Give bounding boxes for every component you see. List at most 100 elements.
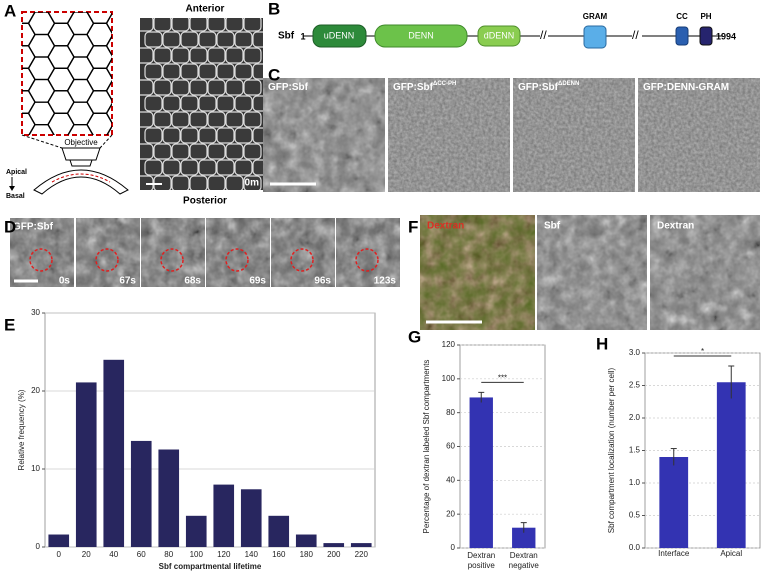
- label-text: GFP:DENN-GRAM: [643, 82, 729, 93]
- cell: [180, 95, 199, 112]
- bar: [295, 534, 317, 547]
- cell: [225, 79, 244, 96]
- significance-label: ***: [498, 373, 507, 382]
- end-label: 1994: [716, 31, 736, 41]
- start-label: 1: [300, 31, 305, 41]
- bar: [48, 534, 70, 547]
- cell: [144, 159, 163, 176]
- cell: [171, 18, 190, 32]
- hexagon: [105, 34, 112, 57]
- y-axis-label: Percentage of dextran labeled Sbf compar…: [422, 360, 431, 534]
- cell: [140, 79, 154, 96]
- cell: [252, 159, 263, 176]
- bar: [512, 527, 536, 548]
- cell: [189, 111, 208, 128]
- x-tick-label: 120: [217, 550, 231, 559]
- cell: [189, 175, 208, 190]
- cell: [153, 79, 172, 96]
- cell: [140, 143, 154, 160]
- cell: [140, 111, 154, 128]
- bar: [268, 515, 290, 547]
- break: //: [540, 28, 547, 42]
- image-label: Dextran: [427, 221, 464, 232]
- panel-label: F: [408, 217, 418, 236]
- cell: [171, 111, 190, 128]
- bar: [103, 359, 125, 547]
- panel-label: H: [596, 334, 608, 353]
- cell: [216, 31, 235, 48]
- y-tick-label: 2.0: [629, 413, 641, 422]
- domain-label: GRAM: [583, 12, 608, 21]
- cell: [198, 95, 217, 112]
- domain: [477, 25, 521, 47]
- image-texture: [537, 215, 647, 330]
- cell: [252, 31, 263, 48]
- cell: [153, 143, 172, 160]
- x-tick-label: 60: [137, 550, 146, 559]
- imaged-region: [51, 173, 111, 183]
- y-tick-label: 1.5: [629, 446, 641, 455]
- cell: [198, 63, 217, 80]
- cell: [144, 31, 163, 48]
- x-axis-label: Sbf compartmental lifetime: [159, 562, 262, 571]
- cell: [140, 47, 154, 64]
- cell: [162, 159, 181, 176]
- x-tick-label: 140: [245, 550, 259, 559]
- cell: [198, 127, 217, 144]
- cell: [234, 63, 253, 80]
- label-text: GFP:Sbf: [518, 82, 559, 93]
- cell: [225, 175, 244, 190]
- cell: [243, 143, 262, 160]
- hexagon: [105, 12, 112, 35]
- panel-label: B: [268, 0, 280, 18]
- image-texture: [336, 218, 400, 287]
- image-texture: [76, 218, 140, 287]
- y-tick-label: 0.0: [629, 543, 641, 552]
- image-texture: [650, 215, 760, 330]
- bar: [130, 440, 152, 547]
- tracking-circle: [160, 248, 184, 272]
- cell: [162, 127, 181, 144]
- cell: [207, 143, 226, 160]
- image-label: GFP:SbfΔDENN: [518, 81, 579, 93]
- cell: [216, 63, 235, 80]
- cell: [216, 95, 235, 112]
- image-label: GFP:DENN-GRAM: [643, 82, 729, 93]
- cell-outlines: [140, 18, 263, 190]
- cell: [189, 143, 208, 160]
- x-tick-label: 40: [109, 550, 118, 559]
- cell: [144, 63, 163, 80]
- objective: [61, 147, 101, 167]
- cell: [171, 47, 190, 64]
- cell: [252, 95, 263, 112]
- cell: [207, 18, 226, 32]
- time-label: 96s: [314, 276, 331, 287]
- cell: [207, 47, 226, 64]
- bar: [659, 457, 689, 548]
- micrographs: GFP:Sbf GFP:SbfΔCC-PH GFP:SbfΔDENN GFP:DENN…: [10, 78, 760, 330]
- cell: [234, 127, 253, 144]
- hexagon: [105, 79, 112, 102]
- x-tick-label: 200: [327, 550, 341, 559]
- y-tick-label: 0: [451, 543, 456, 552]
- y-axis-label: Sbf compartment localization (number per…: [607, 367, 616, 533]
- bar: [185, 515, 207, 547]
- time-label: 67s: [119, 276, 136, 287]
- cell: [198, 159, 217, 176]
- domain: [699, 26, 713, 46]
- cell: [252, 63, 263, 80]
- x-tick-label: 220: [355, 550, 369, 559]
- zoom-line: [21, 134, 63, 149]
- cell: [225, 111, 244, 128]
- overlay: [420, 215, 535, 330]
- cell: [162, 63, 181, 80]
- cell: [153, 18, 172, 32]
- x-tick-label: 80: [164, 550, 173, 559]
- image-texture: [206, 218, 270, 287]
- cell: [216, 127, 235, 144]
- cell: [243, 175, 262, 190]
- cell: [189, 18, 208, 32]
- y-axis-label: Relative frequency (%): [17, 389, 26, 470]
- cell: [189, 47, 208, 64]
